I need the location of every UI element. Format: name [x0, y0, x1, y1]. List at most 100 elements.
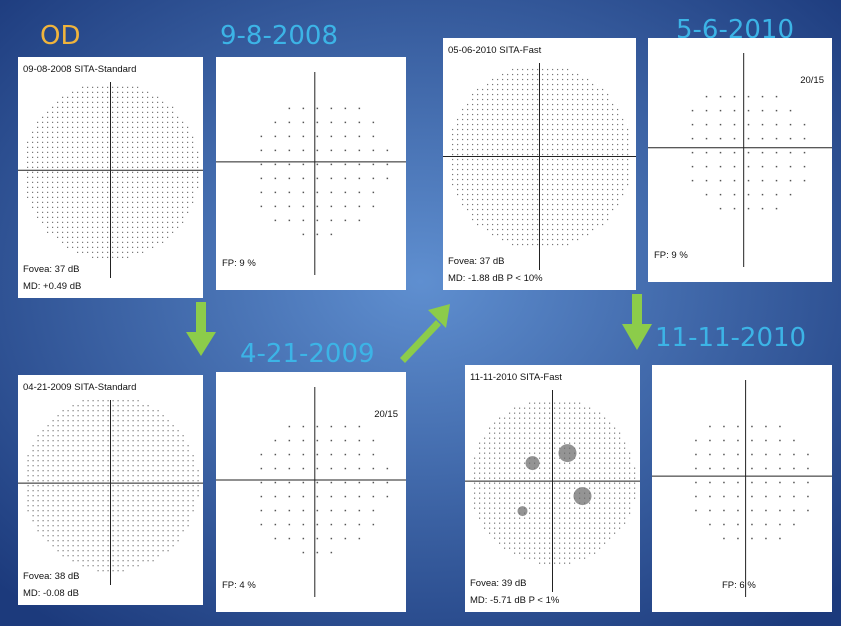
dot: [172, 117, 173, 118]
dot: [157, 212, 158, 213]
dot: [529, 438, 530, 439]
dot: [27, 192, 28, 193]
dot: [547, 234, 548, 235]
dot: [519, 463, 520, 464]
dot: [158, 520, 159, 521]
dot: [137, 182, 138, 183]
dot: [552, 149, 553, 150]
dot: [162, 157, 163, 158]
dot: [177, 142, 178, 143]
dot: [482, 184, 483, 185]
dot: [512, 134, 513, 135]
dot: [173, 520, 174, 521]
dot: [472, 134, 473, 135]
dot: [83, 490, 84, 491]
dot: [492, 149, 493, 150]
dot: [47, 132, 48, 133]
dot: [188, 500, 189, 501]
dot: [612, 189, 613, 190]
dot: [33, 505, 34, 506]
dot: [87, 137, 88, 138]
dot: [98, 415, 99, 416]
dot: [117, 237, 118, 238]
dot: [557, 184, 558, 185]
dot: [582, 149, 583, 150]
dot: [32, 167, 33, 168]
dot: [148, 540, 149, 541]
dot: [579, 438, 580, 439]
dot: [720, 180, 722, 182]
dot: [117, 107, 118, 108]
dot: [52, 142, 53, 143]
dot: [554, 488, 555, 489]
dot: [98, 425, 99, 426]
dot: [599, 513, 600, 514]
dot: [477, 209, 478, 210]
dot: [88, 400, 89, 401]
dot: [487, 104, 488, 105]
dot: [107, 162, 108, 163]
dot: [128, 465, 129, 466]
dot: [579, 468, 580, 469]
dot: [142, 97, 143, 98]
dot: [557, 229, 558, 230]
dot: [497, 109, 498, 110]
dot: [504, 483, 505, 484]
dot: [709, 510, 711, 512]
dot: [133, 415, 134, 416]
dot: [162, 102, 163, 103]
dot: [67, 182, 68, 183]
dot: [592, 154, 593, 155]
dot: [793, 454, 795, 456]
dot: [142, 222, 143, 223]
dot: [557, 144, 558, 145]
dot: [582, 194, 583, 195]
dot: [542, 219, 543, 220]
dot: [128, 490, 129, 491]
dot: [123, 470, 124, 471]
dot: [172, 127, 173, 128]
dot: [138, 490, 139, 491]
dot: [577, 119, 578, 120]
dot: [68, 480, 69, 481]
dot: [489, 443, 490, 444]
dot: [564, 503, 565, 504]
dot: [112, 147, 113, 148]
dot: [118, 490, 119, 491]
dot: [88, 515, 89, 516]
dot: [172, 162, 173, 163]
dot: [97, 117, 98, 118]
dot: [157, 222, 158, 223]
dot: [479, 493, 480, 494]
dot: [629, 468, 630, 469]
dot: [597, 124, 598, 125]
dot: [152, 187, 153, 188]
dot: [137, 207, 138, 208]
dot: [63, 500, 64, 501]
dot: [594, 448, 595, 449]
dot: [42, 187, 43, 188]
dot: [487, 164, 488, 165]
dot: [597, 109, 598, 110]
dot: [162, 177, 163, 178]
dot: [509, 513, 510, 514]
dot: [118, 450, 119, 451]
dot: [98, 550, 99, 551]
dot: [517, 84, 518, 85]
dot: [544, 553, 545, 554]
dot: [127, 87, 128, 88]
dot: [158, 445, 159, 446]
dot: [93, 530, 94, 531]
dot: [579, 453, 580, 454]
dot: [457, 154, 458, 155]
dot: [584, 463, 585, 464]
dot: [147, 177, 148, 178]
dot: [537, 109, 538, 110]
dot: [614, 523, 615, 524]
dot: [762, 124, 764, 126]
dot: [97, 177, 98, 178]
dot: [527, 129, 528, 130]
dot: [482, 119, 483, 120]
dot: [168, 495, 169, 496]
dot: [72, 202, 73, 203]
